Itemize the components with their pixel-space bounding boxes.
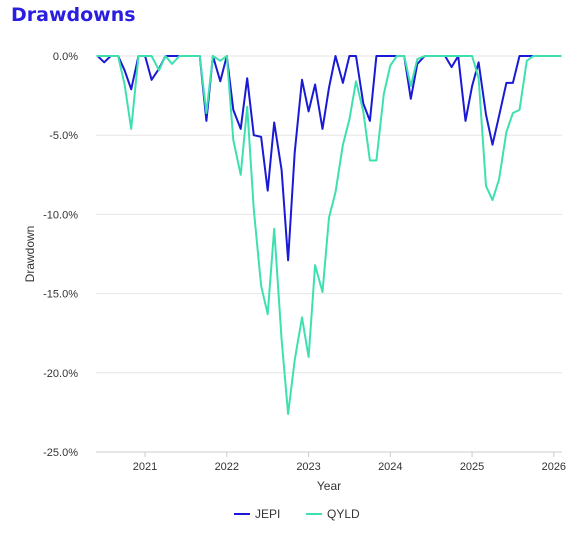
y-tick-label: 0.0% (53, 51, 78, 63)
x-axis-title: Year (317, 479, 341, 493)
x-tick-label: 2023 (296, 461, 320, 473)
legend-label: JEPI (255, 507, 280, 521)
y-tick-label: -15.0% (43, 289, 78, 301)
legend-item-qyld[interactable]: QYLD (306, 507, 360, 521)
chart-title: Drawdowns (11, 4, 136, 26)
series-line-qyld (96, 55, 562, 415)
y-tick-label: -10.0% (43, 209, 78, 221)
legend-item-jepi[interactable]: JEPI (234, 507, 280, 521)
x-tick-label: 2025 (460, 461, 484, 473)
x-tick-label: 2024 (378, 461, 402, 473)
y-tick-label: -5.0% (49, 130, 78, 142)
axis-ticks: 0.0% -5.0% -10.0% -15.0% -20.0% -25.0% 2021 202… (43, 51, 566, 473)
y-tick-label: -20.0% (43, 368, 78, 380)
legend: JEPI QYLD (234, 507, 360, 521)
series-lines (96, 55, 562, 415)
y-tick-label: -25.0% (43, 447, 78, 459)
x-tick-label: 2026 (542, 461, 566, 473)
legend-label: QYLD (327, 507, 360, 521)
x-tick-label: 2021 (133, 461, 157, 473)
series-line-jepi (96, 55, 562, 262)
y-axis-title: Drawdown (23, 226, 37, 283)
x-tick-label: 2022 (215, 461, 239, 473)
